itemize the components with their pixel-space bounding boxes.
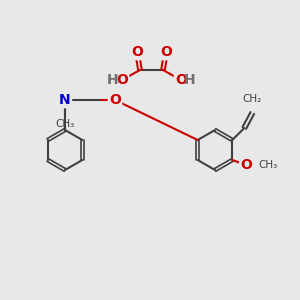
Text: H: H <box>184 73 196 87</box>
Text: O: O <box>131 45 143 59</box>
Text: O: O <box>109 93 121 107</box>
Text: CH₂: CH₂ <box>243 94 262 104</box>
Text: H: H <box>107 73 119 87</box>
Text: O: O <box>160 45 172 59</box>
Text: N: N <box>59 93 71 107</box>
Text: CH₃: CH₃ <box>56 119 75 129</box>
Text: CH₃: CH₃ <box>258 160 278 170</box>
Text: O: O <box>116 73 128 87</box>
Text: O: O <box>175 73 187 87</box>
Text: O: O <box>240 158 252 172</box>
